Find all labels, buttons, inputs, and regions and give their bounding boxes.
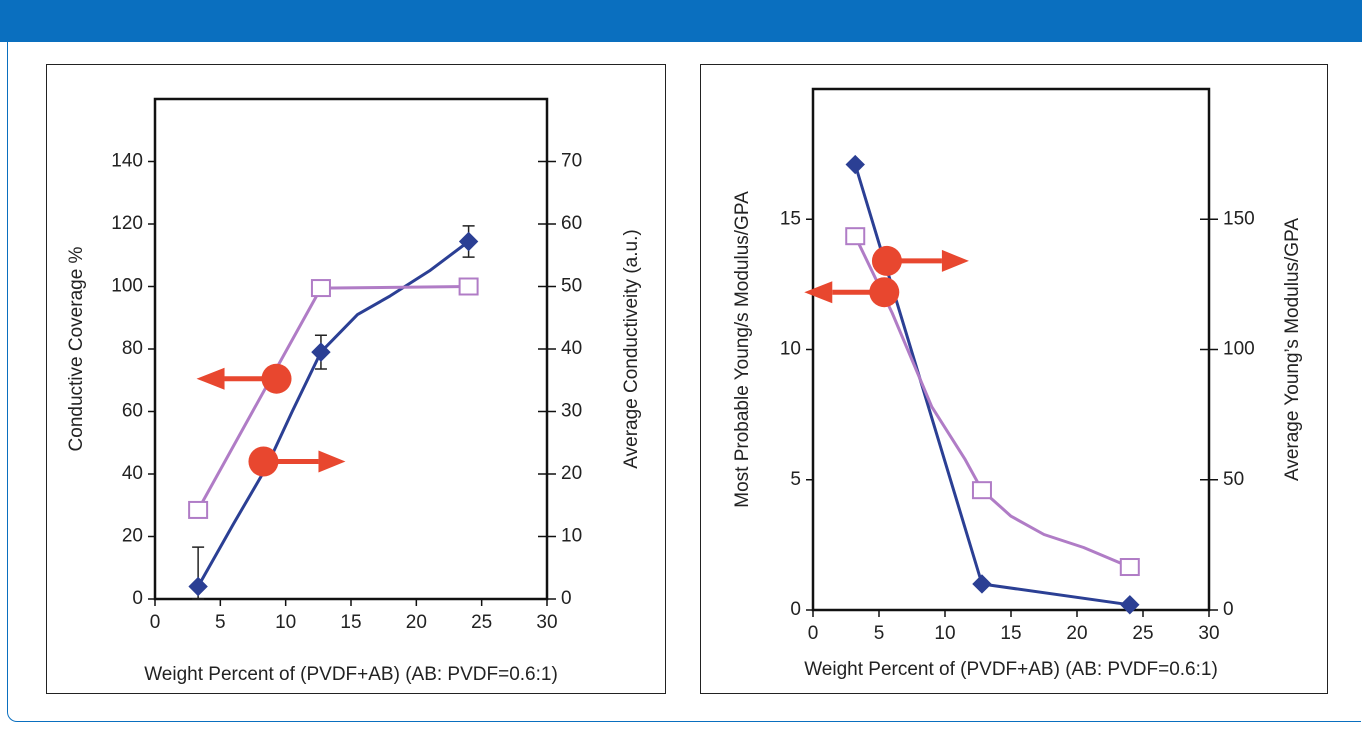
y-axis-label: Conductive Coverage % [66, 246, 87, 451]
y2-tick-label: 0 [561, 588, 572, 609]
y-tick-label: 20 [122, 526, 143, 547]
x-axis-label: Weight Percent of (PVDF+AB) (AB: PVDF=0.… [144, 664, 558, 685]
x-tick-label: 20 [406, 612, 427, 633]
x-axis-label: Weight Percent of (PVDF+AB) (AB: PVDF=0.… [804, 659, 1218, 680]
y2-tick-label: 50 [1223, 469, 1244, 490]
x-tick-label: 15 [340, 612, 361, 633]
y2-tick-label: 100 [1223, 339, 1255, 360]
y-tick-label: 80 [122, 338, 143, 359]
y2-tick-label: 50 [561, 276, 582, 297]
data-point-diamond [845, 154, 865, 175]
chart-svg: 0 5 10 15 20 25 300204060801001201400102030405… [66, 97, 642, 685]
series-line-blue [196, 240, 470, 588]
y2-tick-label: 70 [561, 151, 582, 172]
y2-tick-label: 150 [1223, 208, 1255, 229]
data-point-diamond [458, 231, 479, 252]
data-point-diamond [311, 342, 331, 362]
y-tick-label: 60 [122, 401, 143, 422]
y2-axis-label: Average Conductiveity (a.u.) [621, 229, 642, 468]
x-tick-label: 0 [808, 623, 819, 644]
y-tick-label: 10 [780, 339, 801, 360]
y2-tick-label: 20 [561, 463, 582, 484]
arrow-head-right [318, 450, 346, 473]
y-tick-label: 15 [780, 208, 801, 229]
y2-tick-label: 10 [561, 526, 582, 547]
chart-panel-modulus: 0 5 10 15 20 25 30 0 5 10 15 0 50 100 150 Weight Percen… [700, 64, 1328, 694]
arrow-circle [261, 363, 292, 394]
data-point-square [1119, 558, 1140, 577]
content-frame [7, 42, 1361, 722]
x-tick-label: 10 [275, 612, 296, 633]
plot-area [811, 87, 1211, 612]
data-point-square [310, 279, 331, 298]
y2-tick-label: 0 [1223, 599, 1234, 620]
y2-tick-label: 60 [561, 213, 582, 234]
series-line-purple [196, 285, 469, 511]
x-tick-label: 0 [150, 612, 161, 633]
x-tick-label: 25 [471, 612, 492, 633]
x-tick-label: 5 [874, 623, 885, 644]
x-tick-label: 30 [1198, 623, 1219, 644]
chart-panel-coverage: 0 5 10 15 20 25 30 0 20 40 60 80 100 120 140 0 10 20 30 40 5… [46, 64, 666, 694]
arrow-head-right [941, 249, 969, 272]
data-point-diamond [1120, 595, 1140, 615]
y-tick-label: 40 [122, 463, 143, 484]
y-axis-label: Most Probable Young/s Modulus/GPA [732, 191, 753, 508]
y-tick-label: 0 [132, 588, 143, 609]
data-point-diamond [188, 576, 208, 597]
plot-area [153, 97, 549, 601]
y-tick-label: 140 [111, 151, 143, 172]
y-tick-label: 120 [111, 213, 143, 234]
y-tick-label: 100 [111, 276, 143, 297]
data-point-square [971, 481, 992, 500]
data-point-square [458, 277, 479, 296]
header-bar [0, 0, 1362, 42]
data-point-diamond [972, 574, 992, 594]
y-tick-label: 5 [790, 469, 801, 490]
y-tick-label: 0 [790, 599, 801, 620]
x-tick-label: 25 [1132, 623, 1153, 644]
arrow-circle [869, 277, 900, 308]
x-tick-label: 15 [1000, 623, 1021, 644]
data-point-square [845, 227, 866, 246]
arrow-circle [248, 446, 279, 477]
y2-axis-label: Average Young’s Modulus/GPA [1282, 218, 1303, 481]
data-point-square [188, 500, 209, 519]
x-tick-label: 30 [536, 612, 557, 633]
arrow-head-left [804, 281, 833, 304]
y2-tick-label: 40 [561, 338, 582, 359]
x-tick-label: 10 [934, 623, 955, 644]
x-tick-label: 5 [215, 612, 226, 633]
arrow-head-left [196, 367, 225, 390]
arrow-circle [871, 245, 902, 276]
series-line-blue [853, 164, 1131, 607]
x-tick-label: 20 [1066, 623, 1087, 644]
y2-tick-label: 30 [561, 401, 582, 422]
